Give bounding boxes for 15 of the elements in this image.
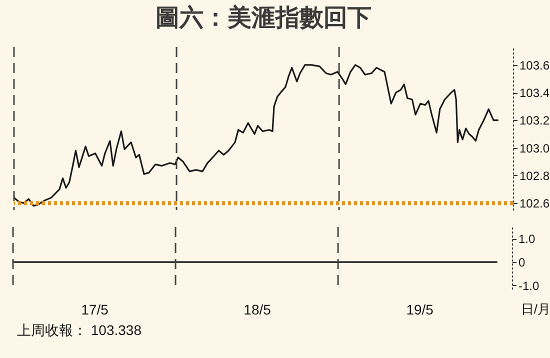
- y-tick-label: 103.4: [520, 86, 550, 100]
- chart-title: 圖六：美滙指數回下: [156, 3, 372, 32]
- y-tick-label: 102.8: [520, 168, 550, 183]
- text: 上周收報： 103.338: [17, 322, 142, 340]
- x-tick-label: 18/5: [244, 302, 272, 318]
- y-tick-label: 103.0: [520, 141, 550, 156]
- y-tick-label: 102.6: [520, 196, 550, 211]
- y-tick-label: -1.0: [518, 278, 540, 293]
- x-tick-label: 19/5: [406, 302, 434, 318]
- x-axis-title: 日/月: [520, 302, 550, 316]
- y-tick-label: 103.6: [520, 58, 550, 72]
- y-tick-label: 1.0: [518, 232, 536, 246]
- y-tick-label: 0: [518, 256, 526, 270]
- x-tick-label: 17/5: [81, 302, 109, 318]
- y-tick-label: 103.2: [520, 114, 550, 128]
